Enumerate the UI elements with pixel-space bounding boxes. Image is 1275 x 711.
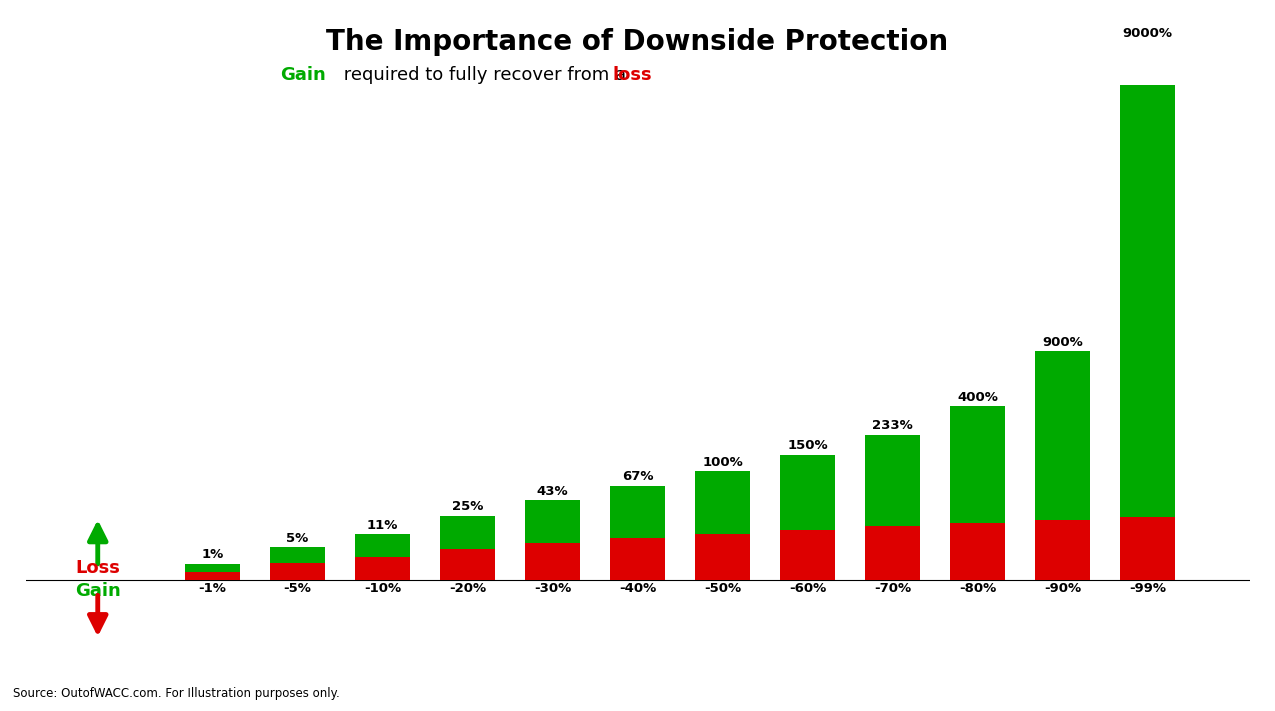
Text: Loss: Loss xyxy=(75,559,120,577)
Text: -90%: -90% xyxy=(1044,582,1081,595)
Text: Gain: Gain xyxy=(75,582,121,600)
Bar xyxy=(1035,351,1090,520)
Text: Source: OutofWACC.com. For Illustration purposes only.: Source: OutofWACC.com. For Illustration … xyxy=(13,688,339,700)
Text: -10%: -10% xyxy=(363,582,402,595)
Bar xyxy=(780,530,835,579)
Text: -50%: -50% xyxy=(704,582,741,595)
Text: The Importance of Downside Protection: The Importance of Downside Protection xyxy=(326,28,949,56)
Bar xyxy=(864,434,921,526)
Text: -5%: -5% xyxy=(283,582,311,595)
Text: required to fully recover from a: required to fully recover from a xyxy=(338,65,631,84)
Text: 1%: 1% xyxy=(201,548,223,562)
Text: Gain: Gain xyxy=(280,65,326,84)
Bar xyxy=(354,534,411,557)
Text: 5%: 5% xyxy=(287,532,309,545)
Bar xyxy=(185,564,240,572)
Bar xyxy=(864,526,921,579)
Bar xyxy=(354,557,411,579)
Bar xyxy=(950,406,1005,523)
Bar xyxy=(440,515,495,550)
Bar xyxy=(440,550,495,579)
Text: 900%: 900% xyxy=(1042,336,1082,349)
Text: -80%: -80% xyxy=(959,582,996,595)
Text: 9000%: 9000% xyxy=(1122,27,1173,41)
Bar xyxy=(609,538,666,579)
Bar xyxy=(270,547,325,563)
Text: loss: loss xyxy=(612,65,652,84)
Text: 233%: 233% xyxy=(872,419,913,432)
Text: 100%: 100% xyxy=(703,456,743,469)
Bar xyxy=(609,486,666,538)
Bar xyxy=(695,471,750,534)
Text: 150%: 150% xyxy=(787,439,827,452)
Bar xyxy=(525,501,580,543)
Bar xyxy=(1035,520,1090,579)
Bar xyxy=(950,523,1005,579)
Bar xyxy=(1119,43,1176,518)
Text: 43%: 43% xyxy=(537,485,569,498)
Text: 400%: 400% xyxy=(958,391,998,404)
Text: -70%: -70% xyxy=(873,582,912,595)
Bar xyxy=(780,454,835,530)
Text: -30%: -30% xyxy=(534,582,571,595)
Text: -20%: -20% xyxy=(449,582,486,595)
Text: 25%: 25% xyxy=(451,501,483,513)
Bar xyxy=(1119,518,1176,579)
Bar xyxy=(185,572,240,579)
Text: -40%: -40% xyxy=(618,582,657,595)
Text: 67%: 67% xyxy=(622,471,653,483)
Bar xyxy=(270,563,325,579)
Text: -60%: -60% xyxy=(789,582,826,595)
Text: 11%: 11% xyxy=(367,519,398,532)
Text: -99%: -99% xyxy=(1128,582,1167,595)
Bar xyxy=(525,543,580,579)
Bar xyxy=(695,534,750,579)
Text: -1%: -1% xyxy=(199,582,227,595)
